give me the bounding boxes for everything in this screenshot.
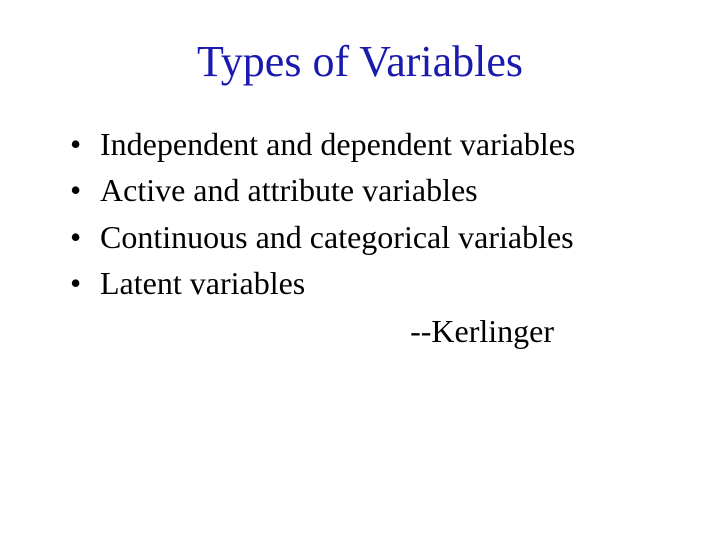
attribution: --Kerlinger bbox=[70, 313, 664, 350]
list-item: Independent and dependent variables bbox=[70, 121, 664, 167]
bullet-list: Independent and dependent variables Acti… bbox=[70, 121, 664, 307]
list-item: Latent variables bbox=[70, 260, 664, 306]
slide: Types of Variables Independent and depen… bbox=[0, 0, 720, 540]
slide-body: Independent and dependent variables Acti… bbox=[56, 121, 664, 350]
slide-title: Types of Variables bbox=[56, 36, 664, 87]
list-item: Continuous and categorical variables bbox=[70, 214, 664, 260]
list-item: Active and attribute variables bbox=[70, 167, 664, 213]
